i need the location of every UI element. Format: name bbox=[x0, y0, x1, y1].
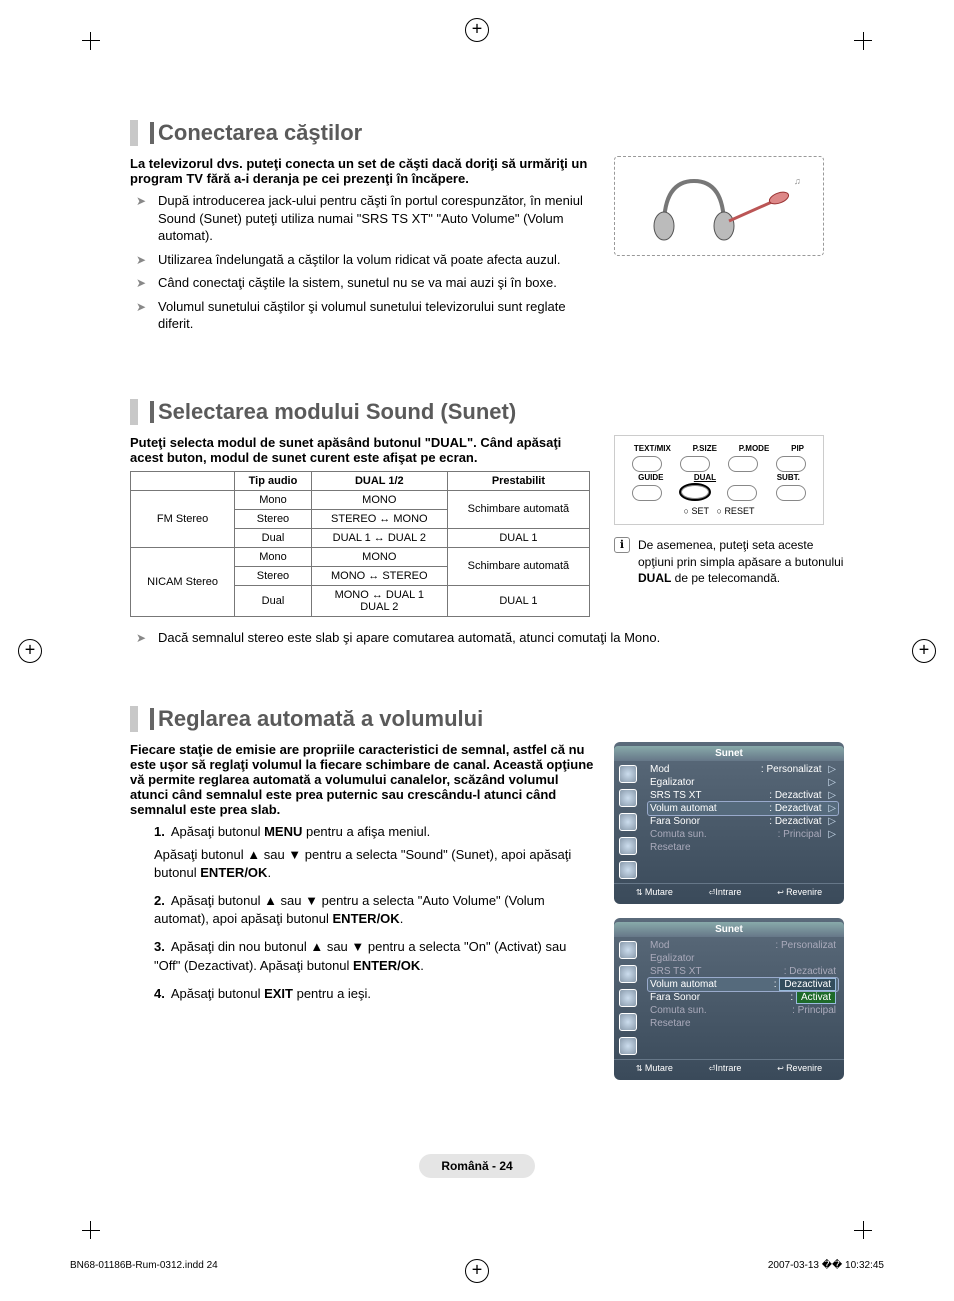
remote-button bbox=[776, 485, 806, 501]
osd-row: Fara Sonor: Activat bbox=[648, 991, 838, 1004]
osd-icon bbox=[619, 1037, 637, 1055]
step: 1.Apăsaţi butonul MENU pentru a afişa me… bbox=[148, 823, 594, 882]
headphones-lead: La televizorul dvs. puteţi conecta un se… bbox=[130, 156, 594, 186]
remote-dual-button bbox=[681, 485, 709, 499]
footer-file: BN68-01186B-Rum-0312.indd 24 bbox=[70, 1260, 218, 1271]
table-header bbox=[131, 471, 235, 490]
osd-icon bbox=[619, 965, 637, 983]
osd-icon bbox=[619, 861, 637, 879]
section-title-sound-mode: Selectarea modului Sound (Sunet) bbox=[130, 399, 844, 425]
osd-row: Egalizator ▷ bbox=[648, 776, 838, 789]
footer-timestamp: 2007-03-13 �� 10:32:45 bbox=[768, 1260, 884, 1271]
step: 4.Apăsaţi butonul EXIT pentru a ieşi. bbox=[148, 985, 594, 1003]
registration-mark bbox=[18, 639, 42, 663]
osd-screenshot-1: Sunet Mod: Personalizat ▷Egalizator ▷SRS… bbox=[614, 742, 844, 904]
remote-button bbox=[632, 485, 662, 501]
step: 3.Apăsaţi din nou butonul ▲ sau ▼ pentru… bbox=[148, 938, 594, 974]
osd-row: Mod: Personalizat ▷ bbox=[648, 763, 838, 776]
auto-volume-steps: 1.Apăsaţi butonul MENU pentru a afişa me… bbox=[148, 823, 594, 1003]
remote-button bbox=[728, 456, 758, 472]
headphones-bullets: După introducerea jack-ului pentru căşti… bbox=[130, 192, 594, 333]
table-header: Prestabilit bbox=[447, 471, 589, 490]
audio-mode-table: Tip audio DUAL 1/2 Prestabilit FM Stereo… bbox=[130, 471, 590, 617]
headphones-bullet: După introducerea jack-ului pentru căşti… bbox=[130, 192, 594, 245]
osd-row: SRS TS XT: Dezactivat bbox=[648, 965, 838, 978]
osd-row: Fara Sonor: Dezactivat ▷ bbox=[648, 815, 838, 828]
remote-button bbox=[632, 456, 662, 472]
table-header: Tip audio bbox=[235, 471, 312, 490]
osd-row: Resetare bbox=[648, 1017, 838, 1030]
remote-button bbox=[727, 485, 757, 501]
osd-row: Resetare bbox=[648, 841, 838, 854]
headphone-illustration: ♫ bbox=[614, 156, 824, 256]
section-title-headphones: Conectarea căştilor bbox=[130, 120, 844, 146]
osd-icon bbox=[619, 789, 637, 807]
headphones-bullet: Când conectaţi căştile la sistem, sunetu… bbox=[130, 274, 594, 292]
osd-icon bbox=[619, 989, 637, 1007]
osd-icon bbox=[619, 1013, 637, 1031]
crop-corner bbox=[90, 1211, 110, 1231]
osd-row: Mod: Personalizat bbox=[648, 939, 838, 952]
osd-icon bbox=[619, 765, 637, 783]
svg-text:♫: ♫ bbox=[794, 176, 801, 186]
sound-mode-lead: Puteţi selecta modul de sunet apăsând bu… bbox=[130, 435, 594, 465]
table-group: FM Stereo bbox=[131, 490, 235, 547]
table-group: NICAM Stereo bbox=[131, 547, 235, 616]
osd-row: Comuta sun.: Principal bbox=[648, 1004, 838, 1017]
step: 2.Apăsaţi butonul ▲ sau ▼ pentru a selec… bbox=[148, 892, 594, 928]
section-title-auto-volume: Reglarea automată a volumului bbox=[130, 706, 844, 732]
registration-mark bbox=[912, 639, 936, 663]
remote-button bbox=[776, 456, 806, 472]
osd-row: Egalizator bbox=[648, 952, 838, 965]
auto-volume-lead: Fiecare staţie de emisie are propriile c… bbox=[130, 742, 594, 817]
remote-button bbox=[680, 456, 710, 472]
headphones-bullet: Utilizarea îndelungată a căştilor la vol… bbox=[130, 251, 594, 269]
osd-icon bbox=[619, 813, 637, 831]
crop-corner bbox=[844, 1211, 864, 1231]
osd-icon bbox=[619, 837, 637, 855]
osd-row: Comuta sun.: Principal ▷ bbox=[648, 828, 838, 841]
page-number: Română - 24 bbox=[50, 1154, 904, 1178]
info-icon: ℹ bbox=[614, 537, 630, 553]
headphones-bullet: Volumul sunetului căştilor şi volumul su… bbox=[130, 298, 594, 333]
info-text: De asemenea, puteţi seta aceste opţiuni … bbox=[638, 537, 844, 587]
sound-mode-note: Dacă semnalul stereo este slab şi apare … bbox=[130, 629, 844, 647]
osd-row: SRS TS XT: Dezactivat ▷ bbox=[648, 789, 838, 802]
crop-corner bbox=[90, 40, 110, 60]
registration-mark bbox=[465, 18, 489, 42]
crop-corner bbox=[844, 40, 864, 60]
osd-row: Volum automat: Dezactivat bbox=[648, 978, 838, 991]
osd-row: Volum automat: Dezactivat ▷ bbox=[648, 802, 838, 815]
remote-illustration: TEXT/MIX P.SIZE P.MODE PIP GUIDE bbox=[614, 435, 824, 525]
osd-icon bbox=[619, 941, 637, 959]
table-header: DUAL 1/2 bbox=[311, 471, 447, 490]
osd-screenshot-2: Sunet Mod: PersonalizatEgalizatorSRS TS … bbox=[614, 918, 844, 1080]
